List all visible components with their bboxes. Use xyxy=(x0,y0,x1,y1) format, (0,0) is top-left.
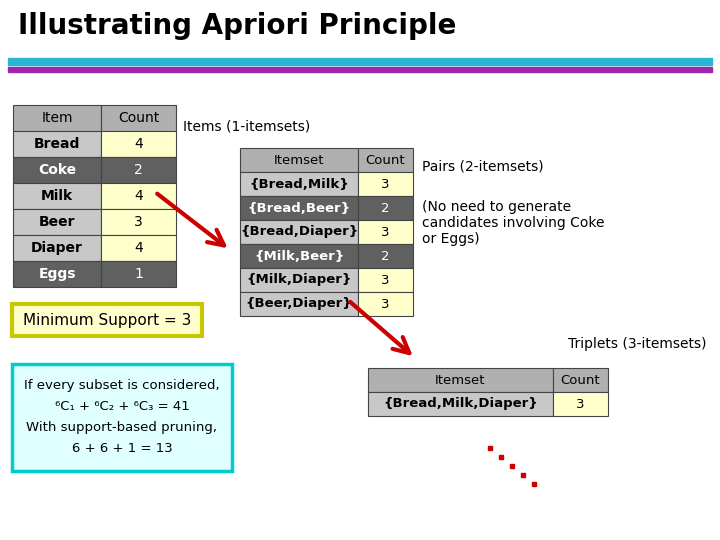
Text: ⁶C₁ + ⁶C₂ + ⁶C₃ = 41: ⁶C₁ + ⁶C₂ + ⁶C₃ = 41 xyxy=(55,401,189,414)
Text: 1: 1 xyxy=(134,267,143,281)
Text: {Beer,Diaper}: {Beer,Diaper} xyxy=(246,298,352,310)
Text: Triplets (3-itemsets): Triplets (3-itemsets) xyxy=(568,337,706,351)
Bar xyxy=(8,67,712,72)
Bar xyxy=(553,368,608,392)
Bar xyxy=(101,261,176,287)
FancyBboxPatch shape xyxy=(12,304,202,336)
Text: With support-based pruning,: With support-based pruning, xyxy=(27,422,217,435)
Bar xyxy=(101,235,176,261)
Bar xyxy=(101,209,176,235)
Text: (No need to generate
candidates involving Coke
or Eggs): (No need to generate candidates involvin… xyxy=(422,200,605,246)
Text: Beer: Beer xyxy=(39,215,76,229)
Bar xyxy=(358,244,413,268)
Bar xyxy=(358,196,413,220)
Text: 4: 4 xyxy=(134,189,143,203)
Bar xyxy=(358,148,413,172)
Text: Bread: Bread xyxy=(34,137,80,151)
Bar xyxy=(13,209,101,235)
Text: Milk: Milk xyxy=(41,189,73,203)
Bar xyxy=(101,131,176,157)
Text: Coke: Coke xyxy=(38,163,76,177)
Text: If every subset is considered,: If every subset is considered, xyxy=(24,380,220,393)
Bar xyxy=(358,220,413,244)
Text: 3: 3 xyxy=(382,226,390,239)
Text: Itemset: Itemset xyxy=(274,153,324,166)
Bar xyxy=(13,131,101,157)
Text: {Bread,Diaper}: {Bread,Diaper} xyxy=(240,226,358,239)
Bar xyxy=(240,196,358,220)
Bar xyxy=(101,157,176,183)
Text: 4: 4 xyxy=(134,137,143,151)
Text: 3: 3 xyxy=(382,178,390,191)
Bar xyxy=(240,292,358,316)
Bar xyxy=(358,172,413,196)
Bar xyxy=(101,105,176,131)
Bar xyxy=(368,392,553,416)
Text: 6 + 6 + 1 = 13: 6 + 6 + 1 = 13 xyxy=(71,442,172,456)
Text: Illustrating Apriori Principle: Illustrating Apriori Principle xyxy=(18,12,456,40)
Bar xyxy=(553,392,608,416)
Bar xyxy=(13,105,101,131)
Bar xyxy=(13,183,101,209)
Bar xyxy=(358,292,413,316)
Bar xyxy=(240,220,358,244)
Text: 3: 3 xyxy=(134,215,143,229)
Bar xyxy=(13,261,101,287)
Text: {Milk,Diaper}: {Milk,Diaper} xyxy=(246,273,351,287)
Bar xyxy=(240,148,358,172)
Text: 4: 4 xyxy=(134,241,143,255)
Text: Diaper: Diaper xyxy=(31,241,83,255)
Text: {Milk,Beer}: {Milk,Beer} xyxy=(254,249,344,262)
Bar xyxy=(13,157,101,183)
Text: Items (1-itemsets): Items (1-itemsets) xyxy=(183,120,310,134)
Bar xyxy=(13,235,101,261)
FancyBboxPatch shape xyxy=(12,364,232,471)
Text: 2: 2 xyxy=(134,163,143,177)
Bar xyxy=(358,268,413,292)
Text: Itemset: Itemset xyxy=(436,374,486,387)
Bar xyxy=(240,268,358,292)
Text: {Bread,Beer}: {Bread,Beer} xyxy=(248,201,351,214)
Text: 2: 2 xyxy=(382,201,390,214)
Text: Count: Count xyxy=(561,374,600,387)
Bar xyxy=(8,58,712,65)
Text: 2: 2 xyxy=(382,249,390,262)
Text: 3: 3 xyxy=(382,273,390,287)
Bar xyxy=(368,368,553,392)
Text: {Bread,Milk,Diaper}: {Bread,Milk,Diaper} xyxy=(383,397,538,410)
Text: Minimum Support = 3: Minimum Support = 3 xyxy=(23,313,192,327)
Text: Eggs: Eggs xyxy=(38,267,76,281)
Bar xyxy=(240,172,358,196)
Bar xyxy=(101,183,176,209)
Bar xyxy=(240,244,358,268)
Text: 3: 3 xyxy=(576,397,585,410)
Text: {Bread,Milk}: {Bread,Milk} xyxy=(249,178,349,191)
Text: Count: Count xyxy=(366,153,405,166)
Text: Pairs (2-itemsets): Pairs (2-itemsets) xyxy=(422,160,544,174)
Text: Item: Item xyxy=(41,111,73,125)
Text: 3: 3 xyxy=(382,298,390,310)
Text: Count: Count xyxy=(118,111,159,125)
